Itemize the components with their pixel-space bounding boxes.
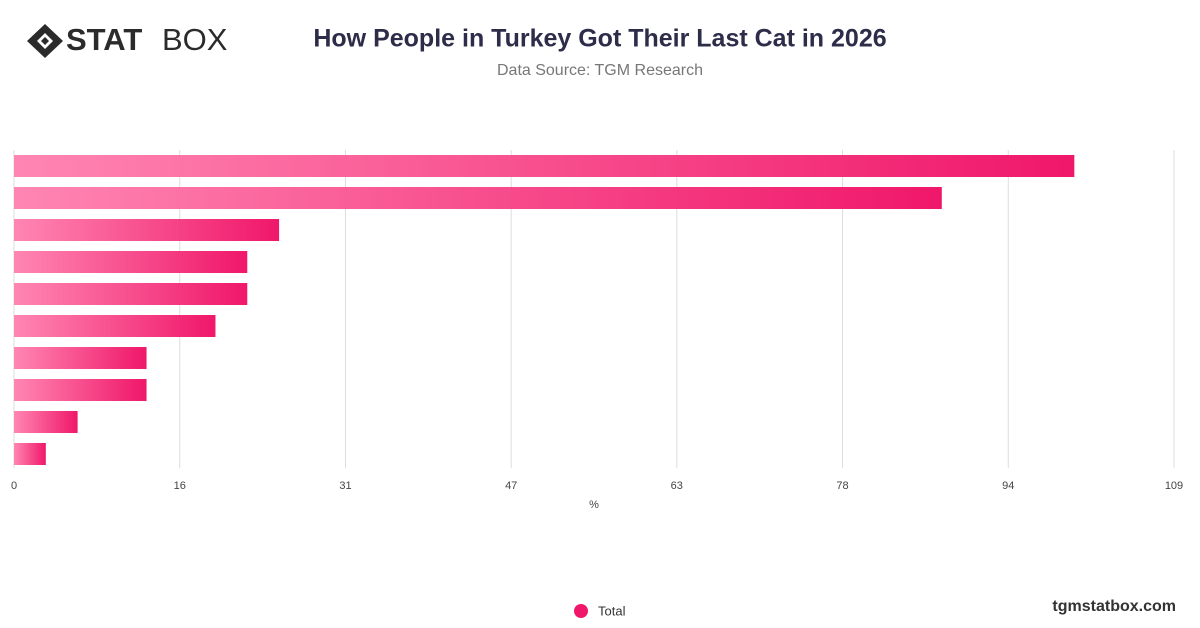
bar (14, 379, 147, 401)
x-tick-label: 78 (836, 480, 848, 492)
bar (14, 411, 78, 433)
x-tick-label: 31 (339, 480, 351, 492)
x-tick-label: 63 (671, 480, 683, 492)
x-tick-label: 94 (1002, 480, 1014, 492)
bar (14, 219, 280, 241)
x-tick-label: 0 (11, 480, 17, 492)
x-tick-label: 109 (1165, 480, 1183, 492)
bar (14, 251, 248, 273)
bar (14, 443, 46, 465)
bar (14, 283, 248, 305)
logo-icon-core (41, 37, 49, 45)
x-tick-label: 16 (174, 480, 186, 492)
bar (14, 155, 1075, 177)
logo-bold: STAT (66, 22, 142, 57)
bar (14, 347, 147, 369)
bar (14, 315, 216, 337)
chart-subtitle: Data Source: TGM Research (497, 62, 703, 79)
legend-marker (574, 604, 588, 618)
logo: STAT BOX (27, 22, 228, 58)
bar (14, 187, 942, 209)
footer: tgmstatbox.com (1052, 598, 1176, 615)
chart-title: How People in Turkey Got Their Last Cat … (313, 25, 886, 53)
x-axis-label: % (589, 499, 599, 511)
legend-label: Total (598, 603, 626, 618)
x-tick-label: 47 (505, 480, 517, 492)
logo-light: BOX (162, 22, 228, 57)
